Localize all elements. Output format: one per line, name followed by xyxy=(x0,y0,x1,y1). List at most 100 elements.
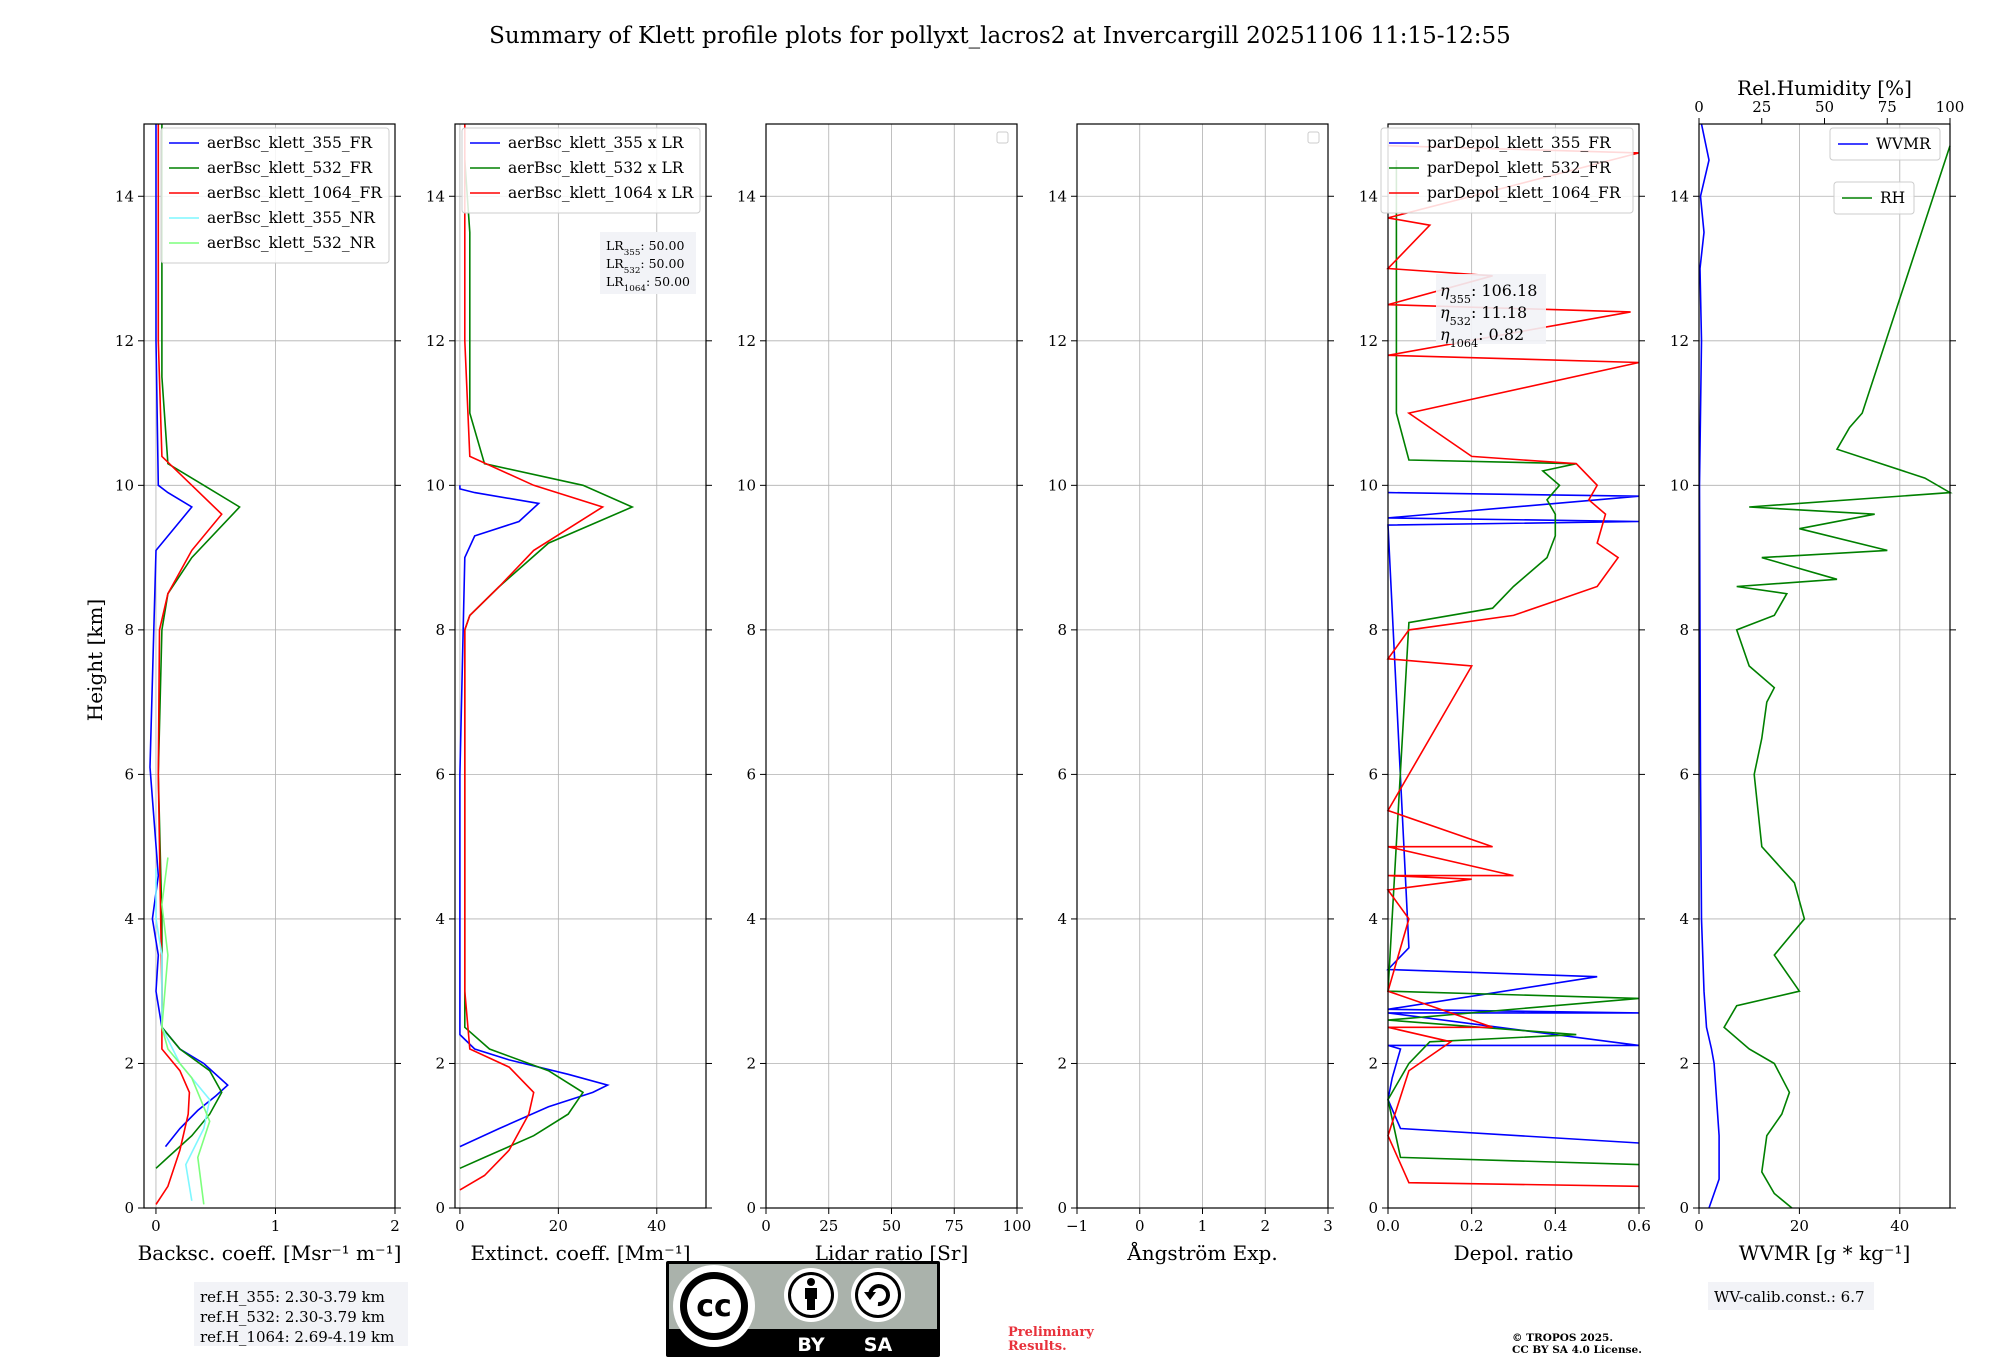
legend-label: aerBsc_klett_355 x LR xyxy=(508,134,685,152)
series-line-aerBsc-klett-355-FR xyxy=(149,124,229,1148)
x-tick-label: 1 xyxy=(1198,1217,1208,1235)
x-tick-label: 0.2 xyxy=(1460,1217,1484,1235)
y-tick-label: 0 xyxy=(1679,1199,1689,1217)
legend-label: aerBsc_klett_1064_FR xyxy=(207,184,383,202)
top-axis-label: Rel.Humidity [%] xyxy=(1737,76,1912,100)
ref-height-532: ref.H_532: 2.30-3.79 km xyxy=(200,1308,385,1326)
lidar-ratio-532: LR532: 50.00 xyxy=(606,256,684,276)
series-line-parDepol-klett-1064-FR xyxy=(1386,144,1640,1188)
y-tick-label: 2 xyxy=(1368,1054,1378,1072)
top-tick-label: 0 xyxy=(1694,98,1704,116)
y-tick-label: 8 xyxy=(1057,621,1067,639)
y-tick-label: 12 xyxy=(115,332,134,350)
y-tick-label: 4 xyxy=(435,910,445,928)
by-attribution-icon xyxy=(784,1268,838,1322)
legend-frame xyxy=(1380,127,1634,214)
x-axis-label: Depol. ratio xyxy=(1454,1241,1574,1265)
y-axis-label: Height [km] xyxy=(83,599,107,721)
x-tick-label: 3 xyxy=(1323,1217,1333,1235)
wv-calib-constant: WV-calib.const.: 6.7 xyxy=(1714,1288,1865,1306)
y-tick-label: 12 xyxy=(426,332,445,350)
y-tick-label: 2 xyxy=(124,1054,134,1072)
y-tick-label: 6 xyxy=(1679,765,1689,783)
x-tick-label: 100 xyxy=(1003,1217,1032,1235)
series-line-WVMR xyxy=(1698,123,1720,1209)
series-line-RH xyxy=(1723,145,1953,1209)
top-tick-label: 50 xyxy=(1815,98,1834,116)
series-line-aerBsc-klett-532-NR xyxy=(161,857,211,1205)
y-tick-label: 14 xyxy=(1670,187,1689,205)
series-line-aerBsc-klett-1064-x-LR xyxy=(459,124,605,1191)
x-tick-label: 2 xyxy=(1260,1217,1270,1235)
y-tick-label: 10 xyxy=(426,476,445,494)
x-tick-label: 0 xyxy=(761,1217,771,1235)
y-tick-label: 4 xyxy=(1368,910,1378,928)
legend-label: aerBsc_klett_355_NR xyxy=(207,209,376,227)
y-tick-label: 4 xyxy=(124,910,134,928)
legend-rh: RH xyxy=(1833,181,1915,215)
legend-label: aerBsc_klett_532_FR xyxy=(207,159,373,177)
x-tick-label: 75 xyxy=(945,1217,964,1235)
axes-frame xyxy=(1387,123,1640,1209)
legend-frame xyxy=(1833,181,1915,215)
y-tick-label: 12 xyxy=(1048,332,1067,350)
legend-label: aerBsc_klett_532 x LR xyxy=(508,159,685,177)
legend-label: parDepol_klett_532_FR xyxy=(1427,159,1612,177)
axes-frame xyxy=(454,123,707,1209)
x-axis-label: Extinct. coeff. [Mm⁻¹] xyxy=(470,1241,690,1265)
y-tick-label: 10 xyxy=(1359,476,1378,494)
empty-legend-box xyxy=(1307,131,1320,144)
series-line-parDepol-klett-532-FR xyxy=(1387,160,1640,1166)
y-tick-label: 0 xyxy=(1057,1199,1067,1217)
y-tick-label: 10 xyxy=(115,476,134,494)
reference-heights-box: ref.H_355: 2.30-3.79 km ref.H_532: 2.30-… xyxy=(194,1282,408,1346)
legend-label: parDepol_klett_1064_FR xyxy=(1427,184,1622,202)
legend-frame xyxy=(461,127,701,214)
x-tick-label: 40 xyxy=(1890,1217,1909,1235)
legend-label: aerBsc_klett_1064 x LR xyxy=(508,184,695,202)
y-tick-label: 12 xyxy=(1670,332,1689,350)
y-tick-label: 14 xyxy=(115,187,134,205)
y-tick-label: 6 xyxy=(1368,765,1378,783)
top-tick-label: 75 xyxy=(1878,98,1897,116)
legend-depol: parDepol_klett_355_FR parDepol_klett_532_… xyxy=(1380,127,1634,214)
x-tick-label: 2 xyxy=(390,1217,400,1235)
x-tick-label: 40 xyxy=(647,1217,666,1235)
x-axis-label: Ångström Exp. xyxy=(1126,1240,1277,1265)
y-tick-label: 14 xyxy=(426,187,445,205)
y-tick-label: 2 xyxy=(435,1054,445,1072)
x-tick-label: 20 xyxy=(1790,1217,1809,1235)
wv-calib-box: WV-calib.const.: 6.7 xyxy=(1708,1282,1874,1310)
x-tick-label: −1 xyxy=(1066,1217,1088,1235)
eta-532: η532: 11.18 xyxy=(1440,303,1527,328)
series-line-aerBsc-klett-355-x-LR xyxy=(459,485,610,1148)
y-tick-label: 0 xyxy=(1368,1199,1378,1217)
panel-ext: 0 20 40 0 2 4 6 8 10 12 14 Extinct. coeff. [Mm⁻¹] ae… xyxy=(426,123,712,1265)
series-line-parDepol-klett-355-FR xyxy=(1386,491,1640,1144)
legend-label: aerBsc_klett_532_NR xyxy=(207,234,376,252)
lidar-ratio-355: LR355: 50.00 xyxy=(606,238,684,258)
y-tick-label: 2 xyxy=(1057,1054,1067,1072)
y-tick-label: 2 xyxy=(1679,1054,1689,1072)
legend-label: parDepol_klett_355_FR xyxy=(1427,134,1612,152)
y-tick-label: 10 xyxy=(1048,476,1067,494)
series-line-aerBsc-klett-532-x-LR xyxy=(459,160,635,1170)
x-tick-label: 25 xyxy=(819,1217,838,1235)
legend-bsc: aerBsc_klett_355_FR aerBsc_klett_532_FRae… xyxy=(160,127,390,264)
y-tick-label: 0 xyxy=(435,1199,445,1217)
x-tick-label: 20 xyxy=(549,1217,568,1235)
top-tick-label: 25 xyxy=(1752,98,1771,116)
x-tick-label: 0.6 xyxy=(1627,1217,1651,1235)
x-tick-label: 0 xyxy=(1135,1217,1145,1235)
legend-wvmr: WVMR xyxy=(1829,127,1941,161)
x-tick-label: 0 xyxy=(151,1217,161,1235)
series-line-aerBsc-klett-1064-FR xyxy=(155,124,223,1205)
legend-label: WVMR xyxy=(1876,135,1932,153)
y-tick-label: 14 xyxy=(737,187,756,205)
legend-label: RH xyxy=(1880,189,1905,207)
cc-by-label: BY xyxy=(797,1334,824,1356)
